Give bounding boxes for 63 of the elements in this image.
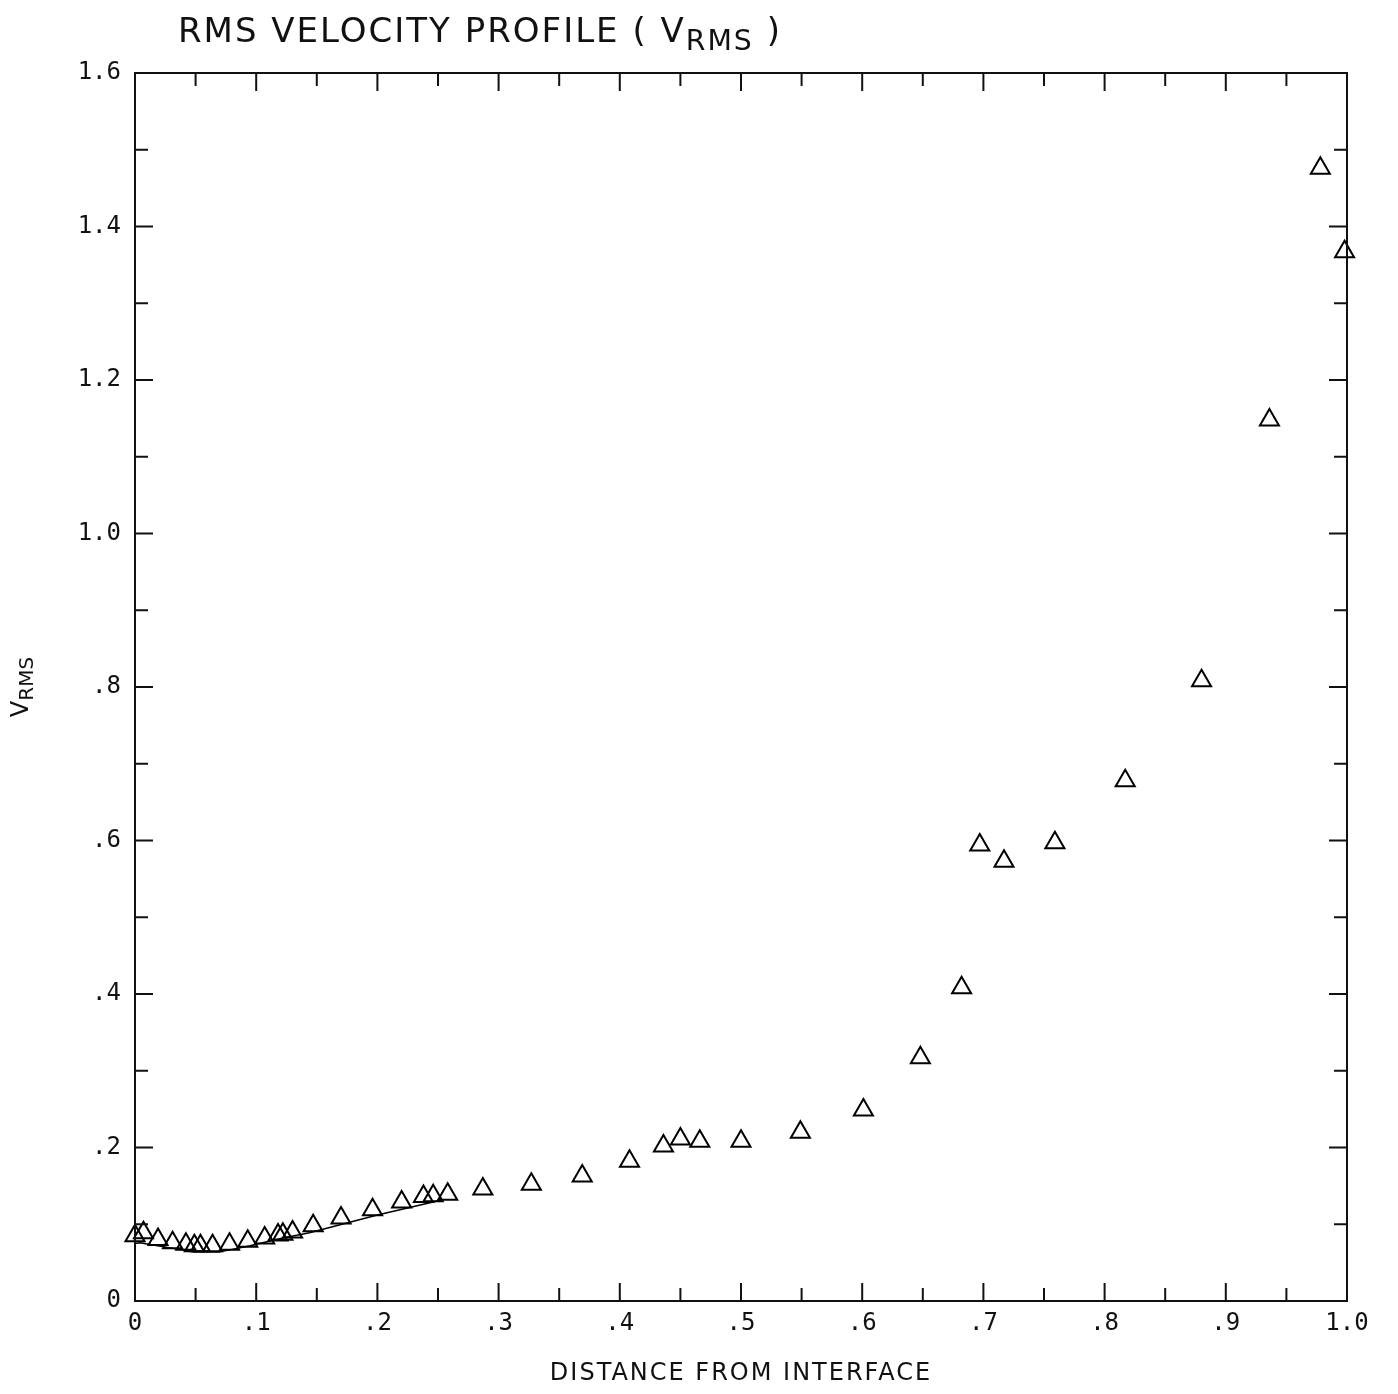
x-tick-label: .2 — [362, 1307, 392, 1336]
chart-title: RMS VELOCITY PROFILE ( V$_{RMS}$ ) — [178, 10, 782, 57]
point — [571, 1163, 593, 1183]
point — [175, 1232, 197, 1251]
y-tick-label: 1.4 — [77, 210, 121, 239]
point — [362, 1197, 384, 1217]
point — [652, 1133, 674, 1153]
point — [520, 1172, 542, 1191]
point — [267, 1222, 289, 1242]
point — [189, 1233, 211, 1253]
x-tick-label: .5 — [726, 1307, 756, 1336]
y-tick-label: 1.0 — [77, 517, 121, 546]
y-tick-label: .6 — [92, 824, 121, 853]
point — [412, 1184, 434, 1204]
point — [124, 1223, 146, 1243]
y-tick-label: .4 — [92, 978, 121, 1007]
point — [1044, 830, 1066, 850]
point — [1258, 407, 1280, 427]
point — [237, 1229, 259, 1248]
point — [202, 1233, 224, 1253]
x-tick-label: .7 — [968, 1307, 998, 1336]
point — [132, 1220, 155, 1240]
point — [730, 1129, 752, 1148]
y-tick-label: 1.2 — [77, 364, 121, 393]
point — [254, 1226, 276, 1245]
point — [789, 1120, 811, 1139]
point — [1191, 668, 1213, 688]
point — [951, 975, 973, 995]
x-tick-label: .1 — [241, 1307, 271, 1336]
point — [1334, 239, 1356, 259]
point — [422, 1183, 444, 1203]
point — [909, 1045, 931, 1065]
x-tick-label: .4 — [605, 1307, 635, 1336]
point — [272, 1222, 294, 1241]
point — [1309, 156, 1331, 175]
y-tick-label: .8 — [92, 671, 121, 700]
y-tick-label: 0 — [106, 1285, 121, 1314]
point — [618, 1149, 641, 1168]
point — [1114, 768, 1136, 788]
point — [437, 1182, 459, 1201]
x-tick-label: .3 — [484, 1307, 514, 1336]
point — [391, 1189, 413, 1209]
point — [162, 1230, 184, 1250]
y-tick-label: .2 — [92, 1131, 121, 1160]
point — [689, 1129, 711, 1148]
x-axis-title: DISTANCE FROM INTERFACE — [549, 1358, 933, 1386]
point — [330, 1206, 352, 1225]
point — [282, 1219, 304, 1239]
x-tick-label: 1.0 — [1325, 1307, 1369, 1336]
point — [852, 1097, 874, 1117]
point — [302, 1213, 324, 1233]
x-tick-label: .9 — [1211, 1307, 1241, 1336]
x-tick-label: .6 — [847, 1307, 877, 1336]
point — [472, 1176, 494, 1196]
y-tick-label: 1.6 — [77, 57, 121, 86]
point — [993, 849, 1015, 868]
x-tick-label: 0 — [127, 1307, 143, 1336]
point — [183, 1233, 205, 1253]
point — [147, 1227, 169, 1247]
point — [969, 833, 991, 852]
x-tick-label: .8 — [1090, 1307, 1120, 1336]
point — [219, 1232, 241, 1251]
point — [669, 1127, 691, 1146]
